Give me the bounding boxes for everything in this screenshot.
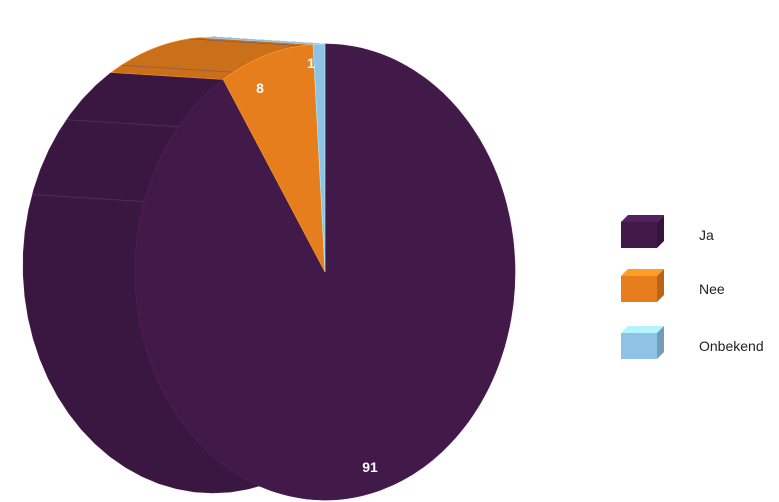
pie-side-band-line xyxy=(32,194,145,202)
data-label-ja: 91 xyxy=(362,459,378,475)
pie-side-band-line xyxy=(121,64,234,73)
legend-swatch-side xyxy=(657,269,664,302)
legend-label: Nee xyxy=(699,281,725,297)
legend-item-nee: Nee xyxy=(621,269,725,302)
pie-slice-nee xyxy=(222,44,326,273)
data-label-group: 91 8 1 xyxy=(256,55,378,475)
legend-label: Ja xyxy=(699,227,714,243)
pie-side-band-line xyxy=(189,38,302,47)
pie-top-group xyxy=(134,43,516,501)
legend-item-ja: Ja xyxy=(621,215,714,248)
legend-label: Onbekend xyxy=(699,338,764,354)
legend-swatch-top xyxy=(621,215,664,222)
pie-side-band-line xyxy=(66,119,179,127)
legend: Ja Nee Onbekend xyxy=(621,215,764,359)
legend-swatch-side xyxy=(657,215,664,248)
pie-slice-onbekend xyxy=(312,43,326,273)
legend-swatch xyxy=(621,222,657,248)
legend-item-onbekend: Onbekend xyxy=(621,326,764,359)
legend-swatch-side xyxy=(657,326,664,359)
data-label-nee: 8 xyxy=(256,80,264,96)
legend-swatch xyxy=(621,333,657,359)
legend-swatch xyxy=(621,276,657,302)
data-label-onbekend: 1 xyxy=(307,55,315,71)
legend-swatch-top xyxy=(621,326,664,333)
legend-swatch-top xyxy=(621,269,664,276)
